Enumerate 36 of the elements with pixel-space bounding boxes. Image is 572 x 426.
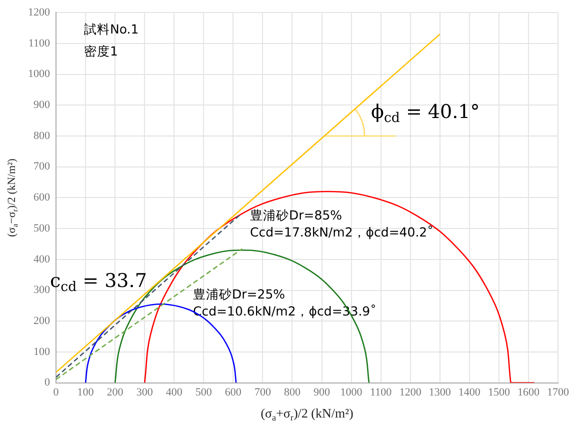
x-tick-label: 500: [195, 386, 212, 398]
x-tick-label: 1400: [458, 386, 481, 398]
x-tick-label: 1200: [399, 386, 422, 398]
y-tick-label: 300: [34, 284, 50, 296]
x-tick-label: 1600: [517, 386, 540, 398]
annotation: 密度1: [84, 43, 118, 58]
annotation: 豊浦砂Dr=85%: [250, 207, 342, 222]
x-tick-label: 1500: [488, 386, 510, 398]
x-tick-label: 300: [136, 386, 154, 398]
y-tick-label: 500: [34, 222, 50, 234]
y-tick-label: 1000: [28, 68, 50, 80]
x-tick-label: 700: [254, 386, 272, 398]
x-tick-label: 600: [224, 386, 242, 398]
x-tick-label: 400: [166, 386, 183, 398]
y-tick-label: 700: [34, 160, 50, 173]
y-tick-label: 900: [34, 99, 50, 112]
y-tick-label: 1200: [28, 6, 50, 18]
y-tick-label: 0: [44, 376, 50, 389]
y-tick-label: 600: [34, 192, 50, 204]
annotation: 試料No.1: [84, 21, 139, 36]
annotation: 豊浦砂Dr=25%: [193, 286, 286, 302]
x-tick-label: 1000: [340, 386, 363, 398]
y-tick-label: 100: [34, 346, 50, 358]
x-tick-label: 800: [284, 386, 301, 398]
x-tick-label: 1100: [370, 386, 392, 398]
x-tick-label: 1300: [428, 386, 452, 398]
x-tick-label: 100: [77, 386, 94, 398]
x-tick-label: 200: [106, 386, 124, 398]
y-tick-label: 200: [34, 314, 50, 327]
y-tick-label: 800: [34, 130, 50, 142]
y-tick-label: 1100: [28, 37, 50, 50]
x-tick-label: 0: [53, 386, 60, 398]
x-tick-label: 900: [314, 386, 331, 398]
x-tick-label: 1700: [547, 386, 570, 398]
annotation: Ccd=17.8kN/m2，ϕcd=40.2˚: [250, 224, 434, 240]
y-tick-label: 400: [34, 253, 50, 266]
